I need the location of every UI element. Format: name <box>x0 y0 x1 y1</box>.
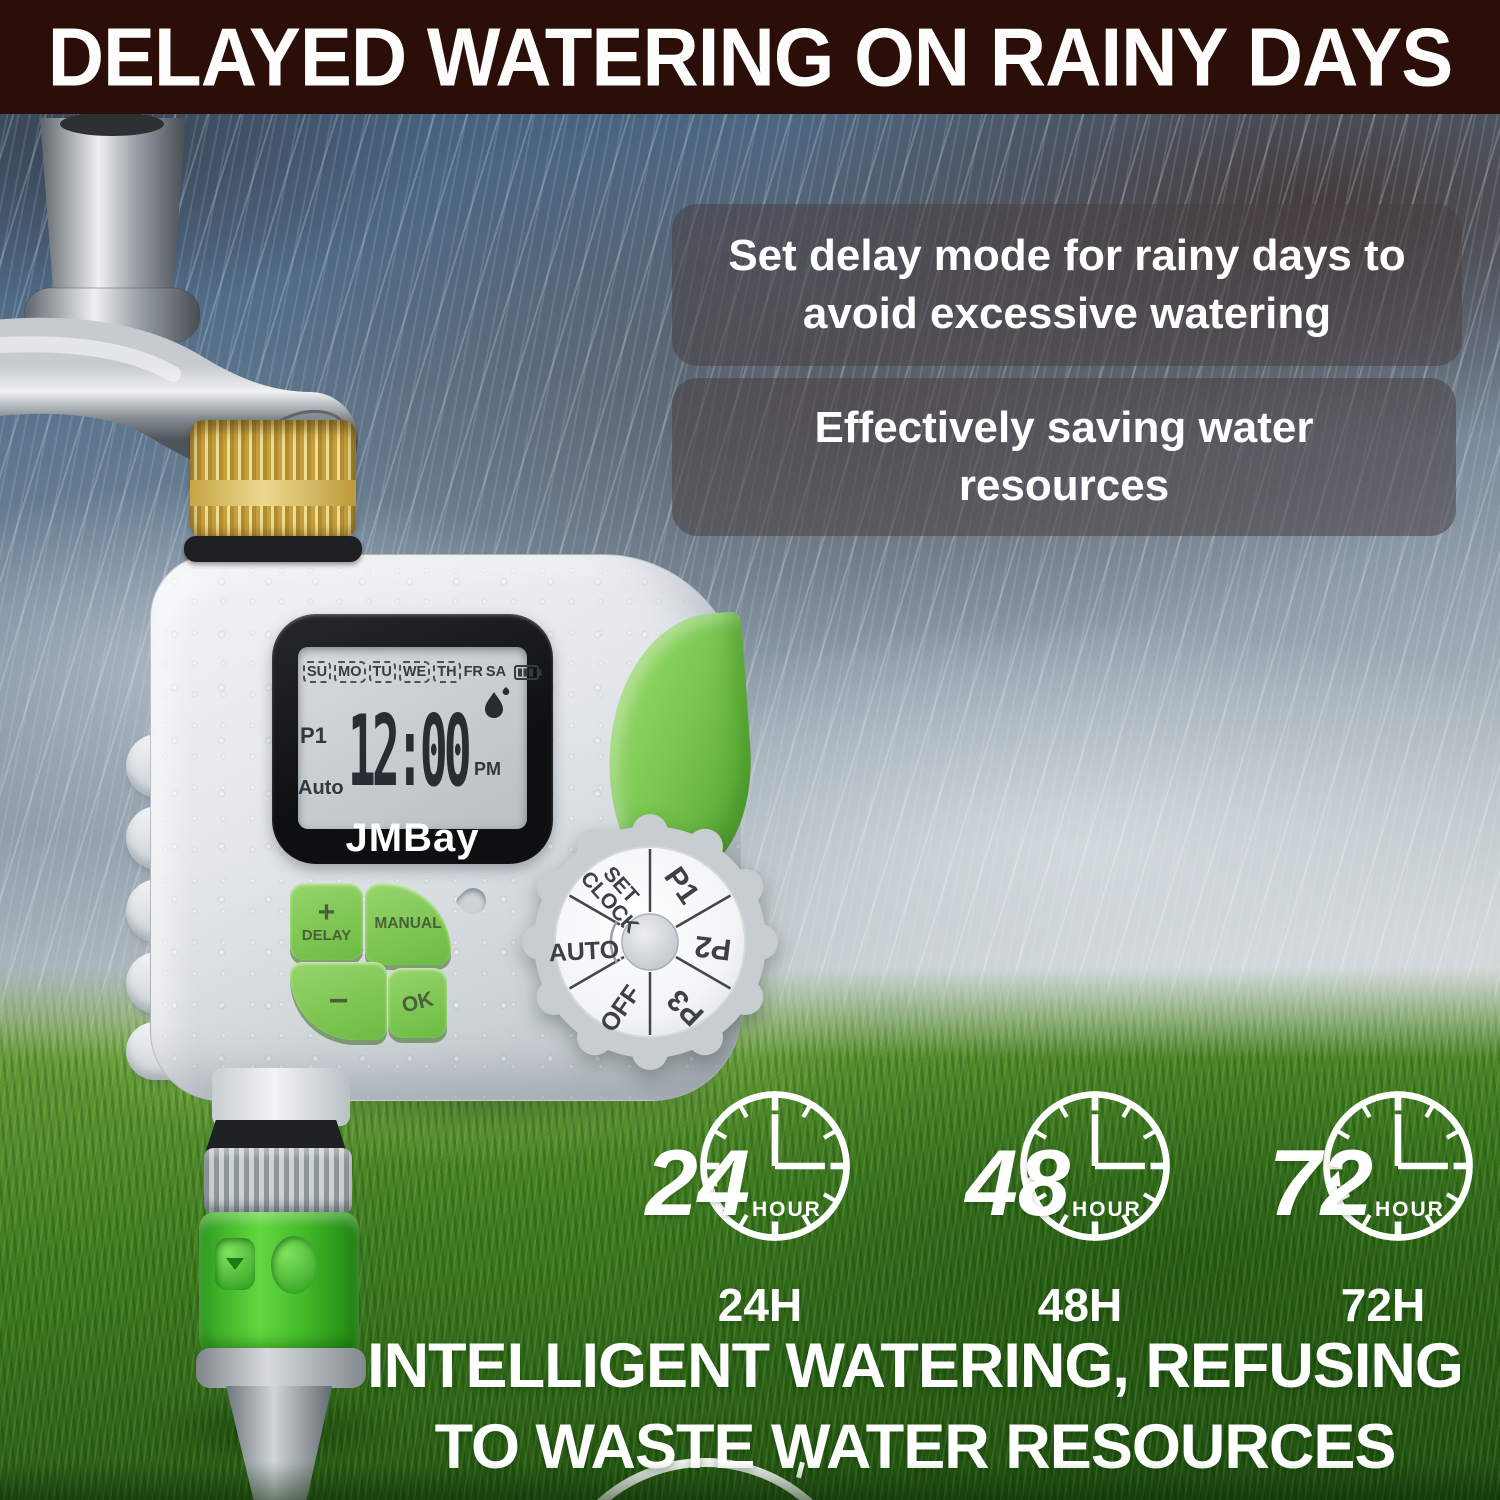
delay-option-48h: 48 HOUR 48H <box>965 1078 1210 1338</box>
callout-delay-mode: Set delay mode for rainy days to avoid e… <box>672 204 1462 366</box>
quick-connector-green <box>199 1212 359 1354</box>
footer-slogan-line1: INTELLIGENT WATERING, REFUSING <box>367 1331 1464 1401</box>
delay-option-72h: 72 HOUR 72H <box>1268 1078 1500 1338</box>
faucet-pipe <box>40 118 186 302</box>
mode-indicator: Auto <box>298 777 344 799</box>
duration-value: 24 <box>645 1130 750 1235</box>
duration-unit: HOUR <box>752 1198 822 1221</box>
weekday-row: SU MO TU WE TH FR SA <box>303 661 542 683</box>
duration-label: 24H <box>717 1279 803 1331</box>
duration-value: 72 <box>1268 1130 1373 1235</box>
duration-value: 48 <box>965 1130 1070 1235</box>
banner-title: DELAYED WATERING ON RAINY DAYS <box>47 9 1454 104</box>
battery-icon <box>514 664 542 680</box>
connector-flange <box>196 1348 366 1388</box>
dial-dividers <box>568 849 732 1035</box>
duration-unit: HOUR <box>1072 1198 1142 1221</box>
dial-knob <box>621 913 679 971</box>
weekday-label: FR <box>463 664 483 680</box>
dial-position-auto: AUTO <box>548 935 620 968</box>
duration-unit: HOUR <box>1375 1198 1445 1221</box>
weekday-label: SA <box>485 664 507 680</box>
dial-indicator-arc <box>609 920 619 964</box>
meridiem-indicator: PM <box>474 759 501 779</box>
duration-label: 72H <box>1340 1279 1426 1331</box>
delay-button-label: DELAY <box>301 927 352 944</box>
footer-slogan-line2: TO WASTE WATER RESOURCES <box>434 1411 1397 1482</box>
brand-logo: JMBay <box>345 816 480 860</box>
rotate-arrow-icon <box>1325 1170 1341 1187</box>
clock-icon <box>700 1091 850 1241</box>
top-banner: DELAYED WATERING ON RAINY DAYS <box>0 0 1500 114</box>
clock-icon <box>1323 1091 1473 1241</box>
duration-label: 48H <box>1037 1279 1123 1331</box>
ok-button-label: OK <box>399 987 436 1018</box>
manual-button-label: MANUAL <box>374 915 442 932</box>
minus-icon: − <box>328 981 349 1020</box>
plus-icon: + <box>317 896 336 929</box>
ok-button: OK <box>388 968 447 1038</box>
weekday-label: WE <box>398 661 431 683</box>
lcd-screen: SU MO TU WE TH FR SA P1 Auto 12:00 PM <box>298 647 542 829</box>
rotate-arrow-icon <box>702 1170 718 1187</box>
faucet-highlight <box>0 336 181 382</box>
outlet-stub <box>212 1068 350 1126</box>
callout-save-water-text: Effectively saving water resources <box>814 402 1314 510</box>
dial-position-p2: P2 <box>692 928 734 967</box>
dial-graphic <box>522 814 778 1070</box>
down-arrow-icon <box>226 1258 244 1270</box>
program-indicator: P1 <box>300 723 327 748</box>
connector-gasket-ring <box>184 536 362 562</box>
oval-dimple <box>271 1236 317 1294</box>
arrow-dimple <box>215 1238 255 1290</box>
callout-save-water: Effectively saving water resources <box>672 378 1456 536</box>
mode-dial: SET CLOCK P1 AUTO P2 OFF P3 <box>520 812 780 1072</box>
delay-option-24h: 24 HOUR 24H <box>645 1078 890 1338</box>
brass-swivel-connector <box>190 420 356 538</box>
brass-band <box>190 480 356 506</box>
faucet-top-cap <box>60 112 164 136</box>
callout-delay-mode-text: Set delay mode for rainy days to avoid e… <box>728 230 1406 338</box>
weekday-label: TH <box>433 661 461 683</box>
weekday-label: SU <box>303 661 332 683</box>
dial-indicator-arc-inner <box>614 923 622 961</box>
rotate-arrow-icon <box>1022 1170 1038 1187</box>
lcd-bezel: SU MO TU WE TH FR SA P1 Auto 12:00 PM <box>272 614 553 864</box>
footer-slogan: INTELLIGENT WATERING, REFUSING TO WASTE … <box>330 1326 1500 1487</box>
raindrop-icon <box>485 687 510 718</box>
time-display: 12:00 <box>348 695 472 809</box>
weekday-label: TU <box>368 661 396 683</box>
connector-cap <box>206 1120 346 1150</box>
clock-icon <box>1020 1091 1170 1241</box>
delay-button: + DELAY <box>290 883 363 960</box>
connector-ribbed-collar <box>204 1148 352 1214</box>
weekday-label: MO <box>334 661 366 683</box>
